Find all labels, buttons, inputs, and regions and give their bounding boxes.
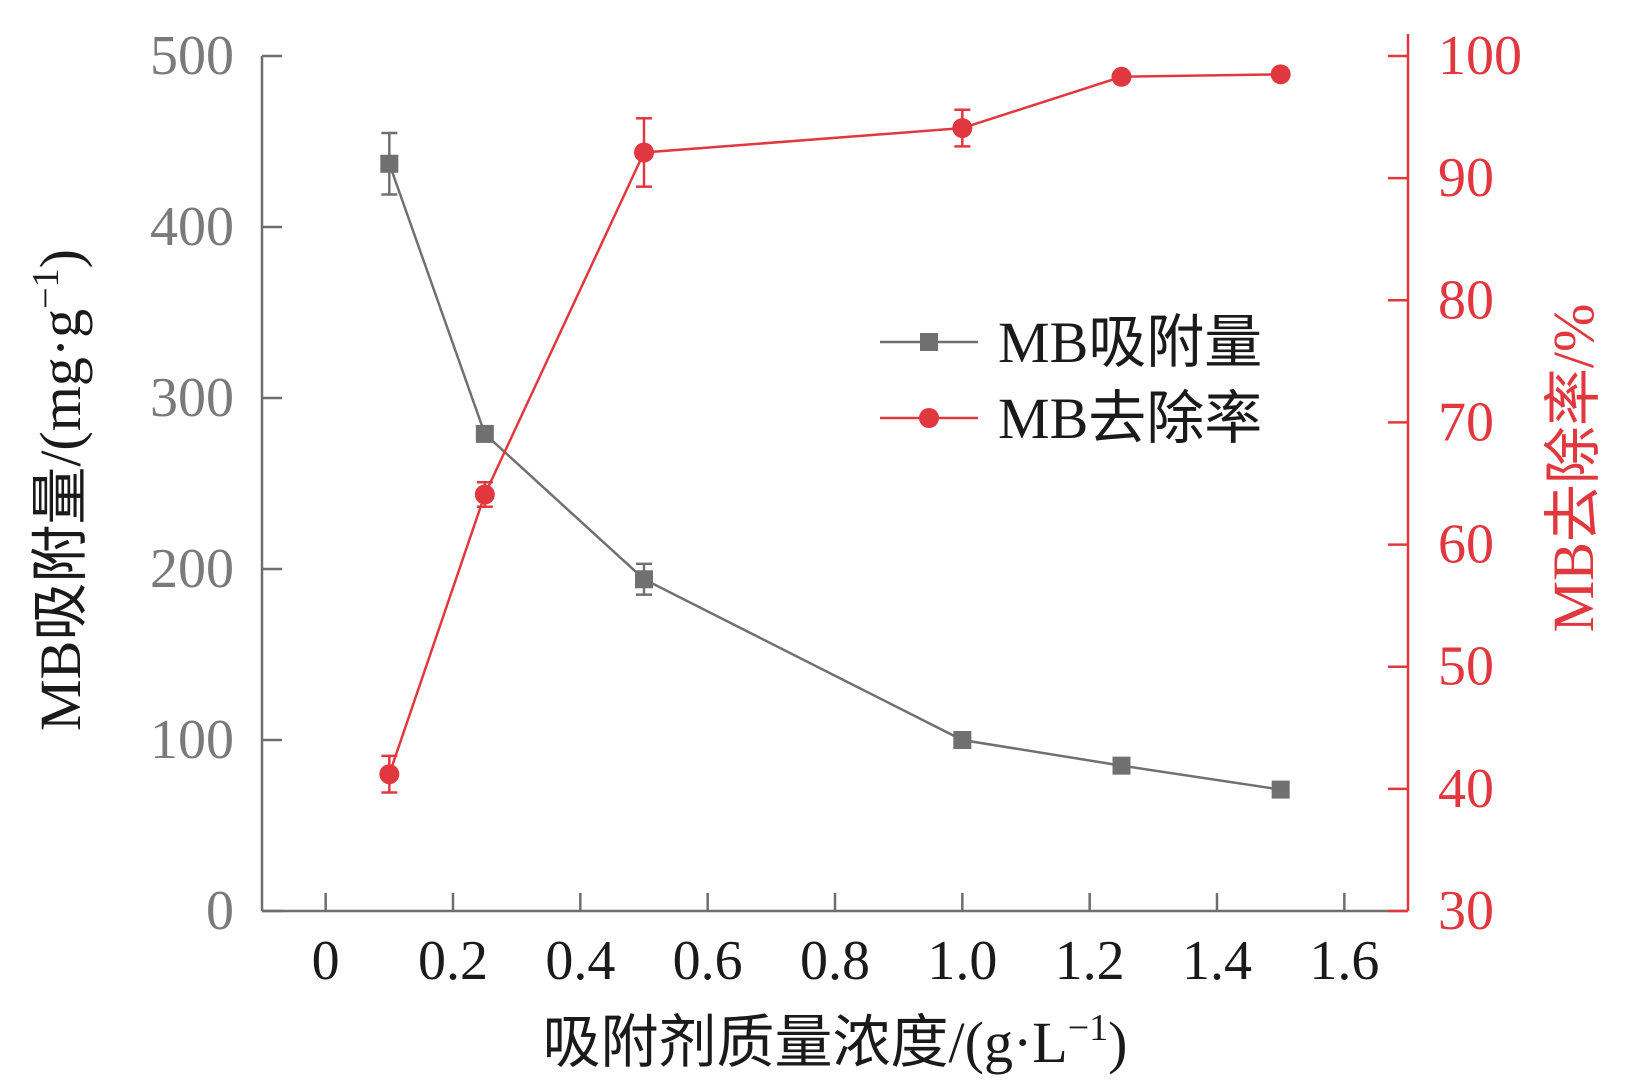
series-removal — [379, 64, 1291, 794]
data-point-circle — [634, 142, 654, 163]
data-point-square — [635, 570, 653, 589]
legend-marker-square — [920, 333, 938, 351]
data-point-circle — [1111, 66, 1132, 87]
x-tick-label: 0.8 — [800, 930, 870, 992]
data-point-square — [1271, 780, 1290, 799]
right-tick-label: 30 — [1438, 880, 1494, 942]
x-tick-label: 0 — [312, 930, 340, 992]
legend-label: MB吸附量 — [998, 310, 1262, 375]
series-line — [388, 163, 1281, 791]
y-axis-right-label-group: MB去除率/% — [1541, 304, 1606, 633]
right-tick-label: 40 — [1438, 758, 1494, 820]
y-axis-right-label: MB去除率/% — [1541, 304, 1606, 633]
series-line — [388, 73, 1281, 775]
x-tick-label: 1.0 — [927, 930, 997, 992]
x-tick-label: 1.4 — [1182, 930, 1252, 992]
data-point-square — [475, 424, 494, 443]
series-adsorption — [380, 131, 1290, 799]
x-tick-label: 0.2 — [418, 930, 488, 992]
x-tick-label: 1.2 — [1055, 930, 1125, 992]
data-point-square — [1112, 756, 1131, 775]
x-tick-label: 0.6 — [673, 930, 743, 992]
data-point-circle — [379, 764, 400, 785]
left-tick-label: 400 — [150, 196, 234, 258]
legend: MB吸附量 MB去除率 — [880, 310, 1262, 451]
legend-entry: MB吸附量 — [880, 310, 1262, 375]
y-axis-left-label-group: MB吸附量/(mg·g−1) — [25, 249, 93, 731]
legend-marker-circle — [919, 408, 939, 428]
right-tick-label: 100 — [1438, 25, 1522, 87]
ticks: 0 100 200 300 400 500 30 40 50 60 70 80 90 100 0 0.2 0.4… — [150, 25, 1522, 992]
left-tick-label: 0 — [206, 880, 234, 942]
data-point-circle — [952, 118, 973, 139]
data-point-circle — [474, 484, 495, 505]
right-tick-label: 90 — [1438, 147, 1494, 209]
data-point-square — [953, 731, 972, 749]
x-tick-label: 1.6 — [1309, 930, 1379, 992]
left-tick-label: 300 — [150, 367, 234, 429]
left-tick-label: 500 — [150, 25, 234, 87]
axis-labels: 吸附剂质量浓度/(g·L−1) MB吸附量/(mg·g−1) MB去除率/% — [25, 249, 1606, 1075]
legend-entry: MB去除率 — [880, 386, 1262, 451]
y-axis-left-label: MB吸附量/(mg·g−1) — [25, 249, 93, 731]
x-tick-label: 0.4 — [545, 930, 615, 992]
left-tick-label: 100 — [150, 709, 234, 771]
right-tick-label: 80 — [1438, 269, 1494, 331]
data-point-square — [380, 154, 399, 173]
right-tick-label: 70 — [1438, 391, 1494, 453]
right-tick-label: 60 — [1438, 514, 1494, 576]
legend-label: MB去除率 — [998, 386, 1262, 451]
data-point-circle — [1270, 64, 1291, 85]
left-tick-label: 200 — [150, 538, 234, 600]
series — [379, 64, 1291, 799]
axes — [260, 34, 1410, 913]
x-axis-label: 吸附剂质量浓度/(g·L−1) — [543, 1007, 1128, 1075]
right-tick-label: 50 — [1438, 636, 1494, 698]
